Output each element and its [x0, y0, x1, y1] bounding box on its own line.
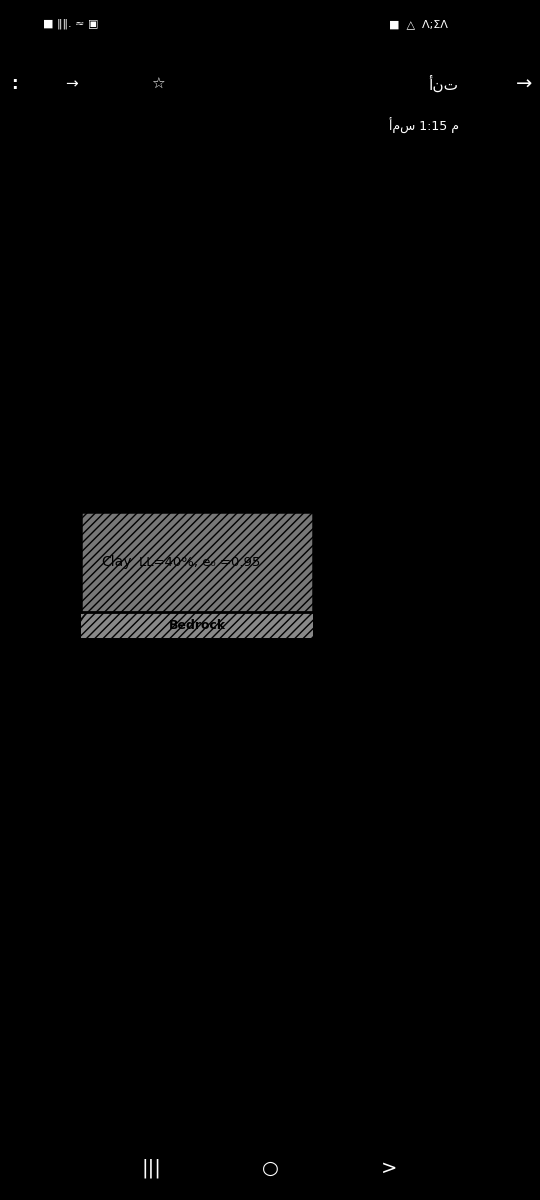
Text: 6 m: 6 m	[39, 433, 66, 446]
Bar	[81, 612, 313, 637]
Text: >: >	[381, 1159, 397, 1178]
Text: lowering of the water table from location No. 1 to: lowering of the water table from locatio…	[51, 332, 489, 348]
Text: أمس 1:15 م: أمس 1:15 م	[389, 118, 459, 134]
Text: Sand: Sand	[132, 433, 171, 446]
Text: ■ ‖‖. ≈ ▣: ■ ‖‖. ≈ ▣	[43, 19, 99, 29]
Text: LL=40%, e₀ =0.95: LL=40%, e₀ =0.95	[139, 556, 260, 569]
Text: ○: ○	[261, 1159, 279, 1178]
Text: ■  △  Λ;ΣΛ: ■ △ Λ;ΣΛ	[389, 19, 448, 29]
Text: :: :	[11, 74, 17, 92]
Text: 2 m: 2 m	[39, 486, 66, 499]
Text: →: →	[65, 77, 78, 91]
Text: Clay: Clay	[101, 556, 131, 569]
Text: 1: 1	[222, 382, 231, 395]
Text: $\gamma_{sat(sand)}$ =19kN / m³: $\gamma_{sat(sand)}$ =19kN / m³	[332, 484, 466, 502]
Text: ☆: ☆	[151, 77, 165, 91]
Text: →: →	[516, 74, 532, 94]
Text: أنت: أنت	[428, 76, 458, 92]
Bar	[81, 511, 313, 612]
Text: 4 m: 4 m	[39, 556, 66, 569]
Text: $\gamma_{sat(clay)}$ =18.6kN / m³: $\gamma_{sat(clay)}$ =18.6kN / m³	[332, 553, 475, 571]
Text: |||: |||	[141, 1158, 161, 1178]
Text: .location No. 2 in the soil profile: .location No. 2 in the soil profile	[117, 358, 423, 373]
Text: Estimate the consolidation settlement due to the: Estimate the consolidation settlement du…	[60, 307, 480, 323]
Text: $\gamma_{d(sand)}$ =17kN / m³: $\gamma_{d(sand)}$ =17kN / m³	[332, 431, 458, 449]
Text: 2: 2	[205, 458, 214, 473]
Text: Bedrock: Bedrock	[168, 618, 226, 631]
